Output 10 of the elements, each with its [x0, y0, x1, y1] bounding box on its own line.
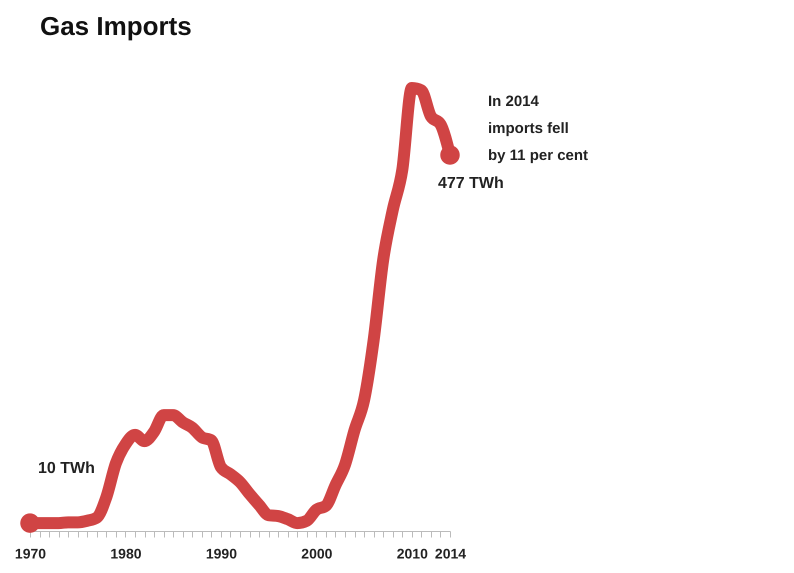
x-tick-label: 2014 [434, 546, 466, 562]
x-tick-label: 1980 [110, 546, 142, 562]
data-label: 10 TWh [38, 460, 95, 478]
x-tick-label: 2000 [301, 546, 333, 562]
data-label: 477 TWh [438, 175, 504, 192]
x-tick-label: 2010 [396, 546, 428, 562]
text: In 2014 imports fell by 11 per cent [488, 93, 588, 164]
chart-title: Gas Imports [40, 11, 192, 41]
x-tick-label: 1970 [14, 546, 46, 562]
x-tick-label: 1990 [206, 546, 238, 562]
